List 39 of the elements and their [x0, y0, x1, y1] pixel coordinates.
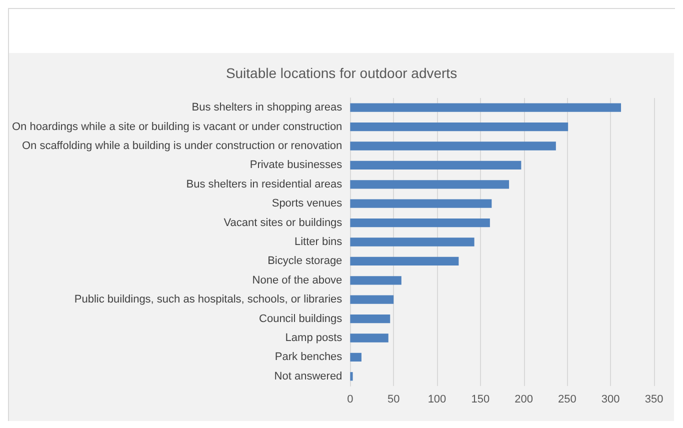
y-tick-label: Public buildings, such as hospitals, schools, or libraries	[74, 294, 343, 306]
bar	[350, 352, 362, 362]
y-tick-label: Bicycle storage	[268, 255, 342, 268]
bar	[350, 238, 474, 246]
bar	[350, 256, 459, 266]
bar	[350, 180, 510, 189]
x-tick-label: 100	[428, 394, 446, 406]
x-tick-label: 250	[558, 394, 576, 406]
bar	[350, 276, 402, 285]
y-tick-label: Bus shelters in residential areas	[186, 178, 343, 190]
y-tick-label: On hoardings while a site or building is vacant or under construction	[12, 120, 342, 133]
bar	[350, 142, 556, 150]
y-tick-label: Litter bins	[294, 236, 343, 248]
chart-title: Suitable locations for outdoor adverts	[226, 65, 458, 81]
bar	[350, 103, 622, 112]
bar	[350, 199, 492, 208]
bar	[350, 372, 353, 381]
y-tick-label: None of the above	[252, 274, 342, 286]
y-tick-label: Council buildings	[259, 312, 343, 325]
bar	[350, 314, 390, 324]
y-tick-label: Sports venues	[272, 198, 343, 210]
x-tick-label: 200	[514, 394, 533, 406]
y-tick-label: Bus shelters in shopping areas	[192, 102, 343, 114]
bar	[350, 160, 522, 170]
bar	[350, 122, 568, 132]
x-tick-label: 0	[347, 394, 354, 406]
x-tick-label: 50	[387, 394, 400, 406]
y-tick-label: Not answered	[274, 370, 342, 382]
y-tick-label: Private businesses	[250, 159, 343, 172]
x-tick-label: 300	[601, 394, 620, 406]
y-tick-label: Vacant sites or buildings	[224, 216, 343, 229]
bar	[350, 218, 490, 228]
y-tick-label: Park benches	[274, 351, 343, 364]
y-tick-label: On scaffolding while a building is under construction or renovation	[22, 140, 342, 152]
y-tick-label: Lamp posts	[285, 332, 343, 344]
bar	[350, 334, 388, 342]
bar	[350, 295, 394, 304]
x-tick-label: 150	[471, 394, 490, 406]
x-tick-label: 350	[644, 394, 664, 406]
